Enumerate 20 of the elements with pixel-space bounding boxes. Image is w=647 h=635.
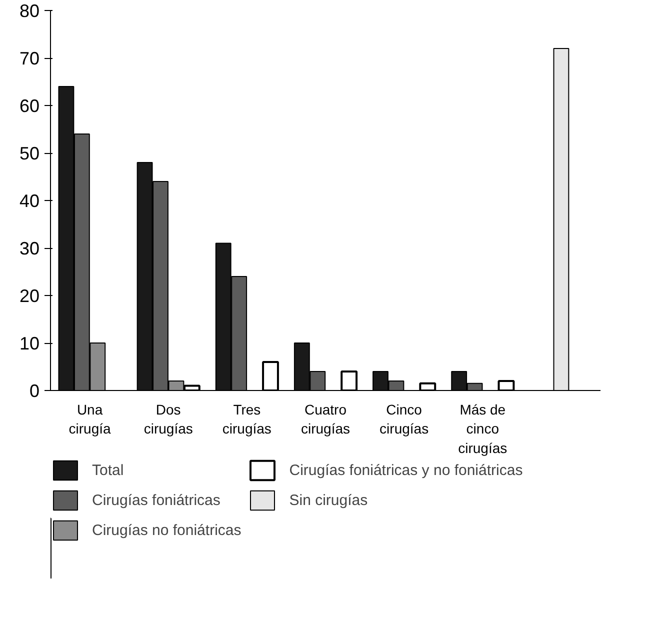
legend-label: Cirugías no foniátricas — [92, 522, 242, 538]
y-tick-label: 60 — [19, 96, 40, 116]
y-tick-label: 30 — [19, 238, 40, 258]
x-tick-label: Cinco cirugías — [380, 402, 429, 437]
y-tick-label: 80 — [19, 1, 40, 21]
x-tick-label: Una cirugía — [68, 402, 112, 437]
y-tick-label: 10 — [19, 334, 40, 354]
legend-label: Cirugías foniátricas — [92, 492, 220, 508]
y-tick-label: 70 — [19, 48, 40, 68]
legend-label: Cirugías foniátricas y no foniátricas — [289, 462, 523, 478]
y-tick-label: 50 — [19, 144, 40, 164]
legend-label: Sin cirugías — [289, 492, 368, 508]
legend-label: Total — [92, 462, 124, 478]
x-tick-label: Dos cirugías — [144, 402, 193, 437]
x-tick-label: Cuatro cirugías — [300, 402, 350, 437]
y-tick-label: 20 — [19, 286, 40, 306]
x-tick-label: Más de cinco cirugías — [458, 402, 508, 456]
x-tick-label: Tres cirugías — [222, 402, 272, 437]
y-tick-label: 40 — [19, 191, 40, 211]
y-tick-label: 0 — [29, 381, 40, 401]
